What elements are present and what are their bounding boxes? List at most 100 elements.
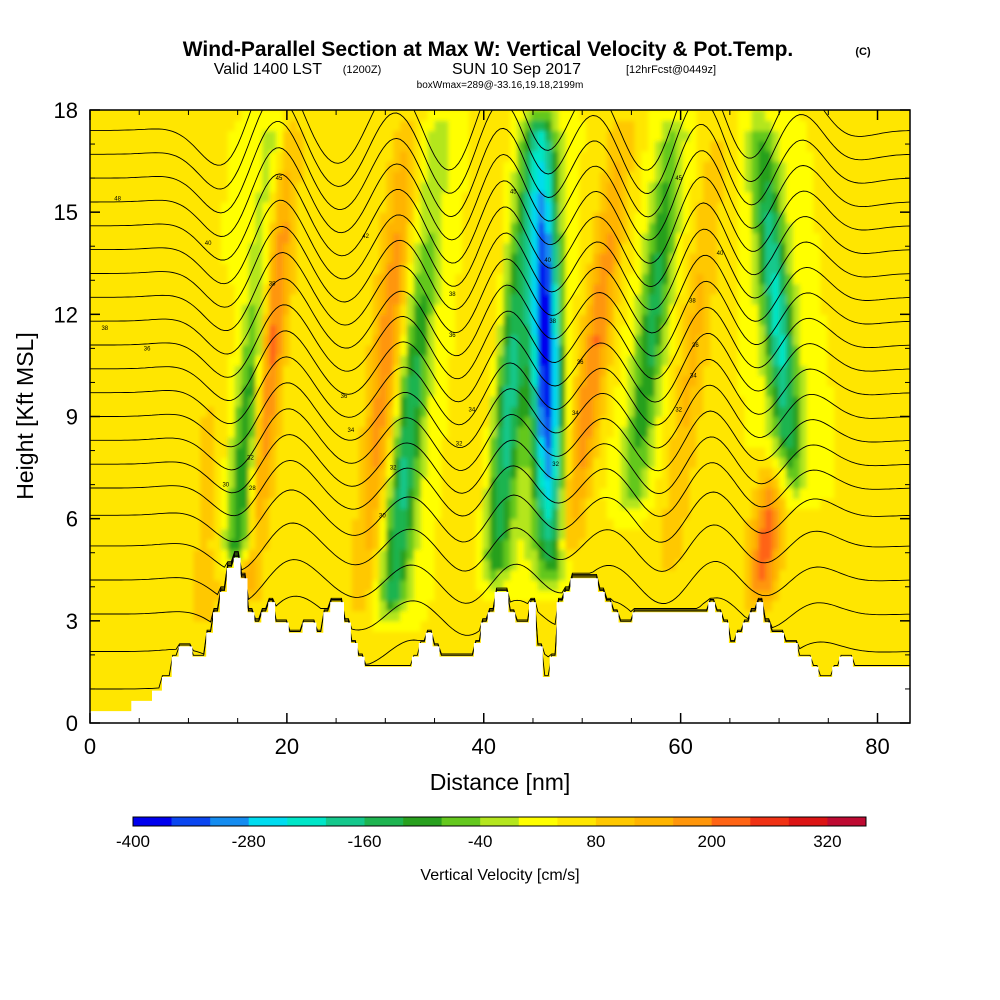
field-cell [131, 641, 139, 653]
field-cell [599, 283, 608, 295]
field-cell [565, 314, 573, 326]
field-cell [358, 263, 367, 274]
field-cell [186, 406, 194, 418]
field-cell [427, 508, 436, 520]
field-cell [145, 253, 153, 264]
field-cell [103, 661, 112, 673]
field-cell [606, 253, 615, 264]
field-cell [531, 171, 539, 183]
field-cell [386, 171, 394, 183]
field-cell [255, 610, 263, 622]
field-cell [345, 171, 353, 183]
field-cell [400, 150, 408, 162]
field-cell [324, 467, 332, 479]
field-cell [606, 559, 615, 571]
field-cell [606, 539, 615, 550]
field-cell [276, 477, 284, 489]
field-cell [193, 477, 201, 489]
field-cell [586, 447, 594, 458]
field-cell [248, 232, 256, 244]
field-cell [620, 191, 629, 203]
field-cell [358, 120, 367, 131]
field-cell [214, 406, 222, 418]
field-cell [331, 273, 339, 285]
field-cell [496, 396, 505, 407]
field-cell [634, 161, 642, 172]
field-cell [524, 488, 532, 499]
field-cell [469, 416, 477, 428]
field-cell [289, 569, 298, 581]
field-cell [517, 436, 525, 448]
field-cell [200, 457, 208, 469]
field-cell [269, 416, 277, 428]
field-cell [117, 702, 126, 714]
field-cell [103, 304, 112, 315]
field-cell [90, 396, 98, 407]
field-cell [214, 426, 222, 438]
field-cell [648, 600, 656, 612]
field-cell [648, 140, 656, 152]
field-cell [413, 580, 422, 591]
field-cell [441, 222, 449, 234]
field-cell [214, 365, 222, 377]
field-cell [193, 416, 201, 428]
field-cell [524, 191, 532, 203]
field-cell [207, 569, 215, 581]
field-cell [158, 620, 167, 632]
field-cell [613, 130, 622, 142]
field-cell [145, 375, 153, 387]
field-cell [510, 365, 518, 377]
field-cell [496, 539, 505, 550]
field-cell [613, 140, 622, 152]
field-cell [289, 406, 298, 418]
field-cell [282, 253, 291, 264]
field-cell [172, 324, 181, 336]
field-cell [345, 436, 353, 448]
field-cell [303, 559, 312, 571]
field-cell [103, 436, 112, 448]
field-cell [586, 416, 594, 428]
field-cell [627, 120, 635, 131]
field-cell [158, 610, 167, 622]
field-cell [207, 518, 215, 530]
field-cell [400, 508, 408, 520]
field-cell [351, 324, 360, 336]
field-cell [407, 140, 415, 152]
field-cell [200, 406, 208, 418]
field-cell [620, 355, 629, 366]
field-cell [434, 518, 442, 530]
field-cell [586, 253, 594, 264]
field-cell [269, 345, 277, 356]
field-cell [599, 549, 608, 561]
field-cell [469, 181, 477, 193]
field-cell [310, 559, 318, 571]
field-cell [103, 539, 112, 550]
field-cell [558, 590, 567, 601]
field-cell [613, 293, 622, 305]
field-cell [427, 263, 436, 274]
field-cell [641, 396, 649, 407]
field-cell [393, 253, 401, 264]
field-cell [310, 528, 318, 540]
field-cell [255, 232, 263, 244]
field-cell [324, 508, 332, 520]
field-cell [193, 508, 201, 520]
field-cell [462, 110, 470, 121]
field-cell [90, 150, 98, 162]
field-cell [379, 508, 387, 520]
field-cell [296, 171, 305, 183]
field-cell [96, 355, 105, 366]
field-cell [234, 528, 243, 540]
field-cell [400, 559, 408, 571]
field-cell [648, 477, 656, 489]
field-cell [448, 447, 456, 458]
field-cell [117, 651, 126, 663]
field-cell [393, 161, 401, 172]
field-cell [365, 549, 374, 561]
field-cell [296, 201, 305, 213]
field-cell [214, 263, 222, 274]
field-cell [282, 120, 291, 131]
field-cell [572, 273, 580, 285]
field-cell [386, 426, 394, 438]
field-cell [96, 222, 105, 234]
